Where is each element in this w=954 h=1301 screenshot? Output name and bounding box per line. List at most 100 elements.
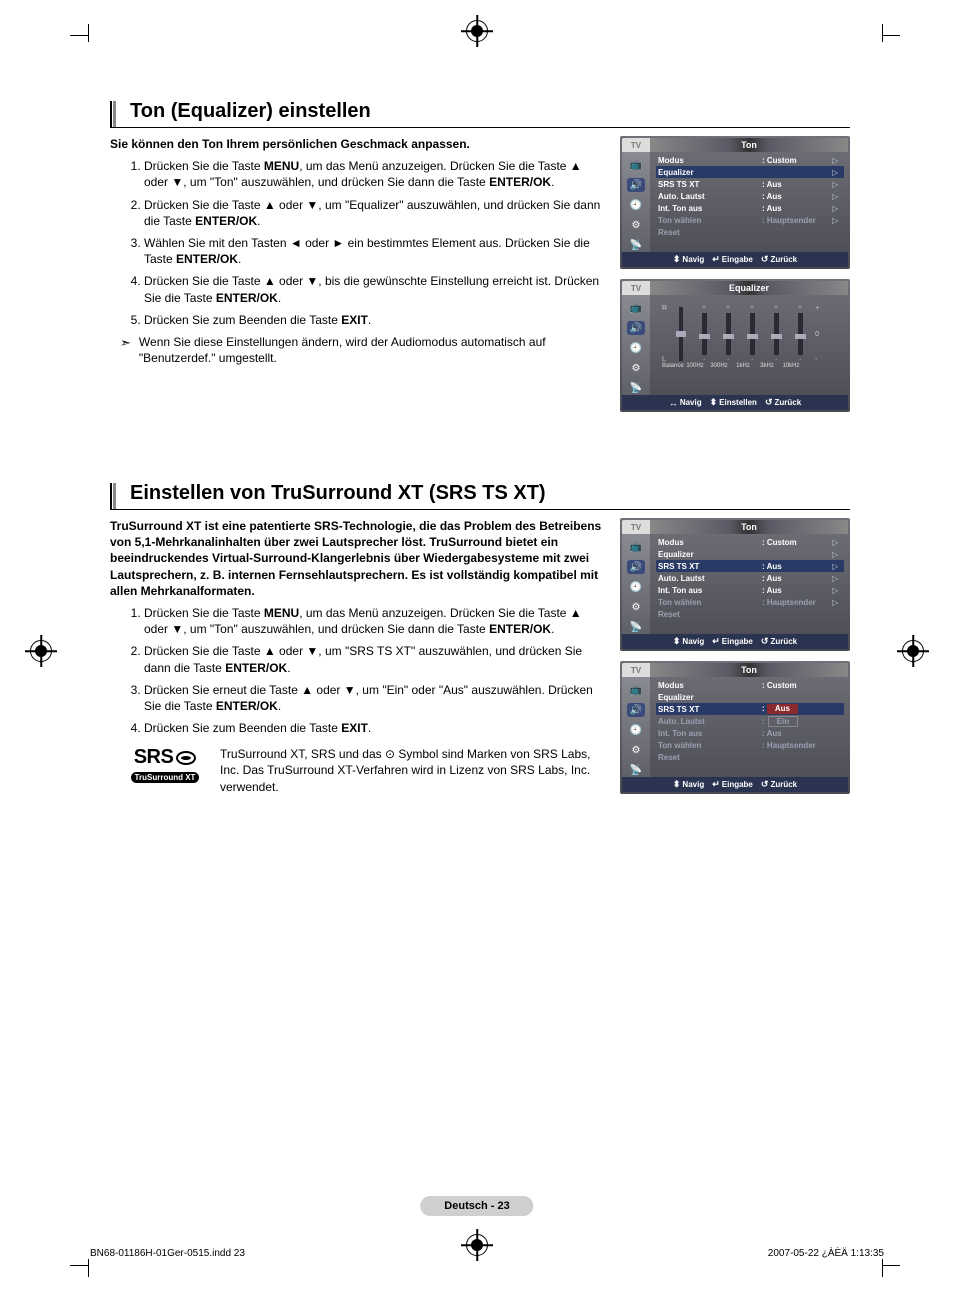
eq-plus-label: + bbox=[702, 305, 706, 311]
eq-minus-label: - bbox=[815, 356, 819, 363]
osd-row-label: Equalizer bbox=[658, 550, 762, 559]
osd-menu-row: Equalizer▷ bbox=[656, 166, 844, 178]
eq-slider: +- bbox=[765, 305, 787, 363]
osd-footer: ⬍Navig ↵Eingabe ↺Zurück bbox=[622, 252, 848, 267]
eq-plus-label: + bbox=[815, 305, 819, 312]
osd-sidebar-icon: 📡 bbox=[627, 620, 645, 634]
osd-menu-row: Reset bbox=[656, 608, 844, 620]
step-item: Drücken Sie die Taste MENU, um das Menü … bbox=[144, 158, 606, 190]
section-header-equalizer: Ton (Equalizer) einstellen bbox=[110, 100, 850, 128]
srs-pill-label: TruSurround XT bbox=[131, 772, 200, 783]
eq-slider bbox=[671, 305, 691, 363]
osd-row-value: : Hauptsender bbox=[762, 598, 832, 607]
enter-icon: ↵ bbox=[712, 636, 720, 647]
osd-row-arrow-icon: ▷ bbox=[832, 216, 842, 225]
srs-logo-text: SRS bbox=[134, 746, 174, 769]
slider-track bbox=[702, 313, 707, 355]
section-bar-icon bbox=[110, 101, 116, 127]
footer-eingabe: Eingabe bbox=[722, 255, 753, 264]
footer-navig: Navig bbox=[682, 255, 704, 264]
crop-mark bbox=[70, 1265, 88, 1266]
osd-footer: ⬍Navig ↵Eingabe ↺Zurück bbox=[622, 634, 848, 649]
step-item: Drücken Sie zum Beenden die Taste EXIT. bbox=[144, 312, 606, 328]
back-icon: ↺ bbox=[761, 779, 769, 790]
updown-icon: ⬍ bbox=[673, 254, 681, 265]
osd-menu-rows: Modus: Custom▷Equalizer▷SRS TS XT: Aus▷A… bbox=[650, 152, 848, 252]
osd-sidebar-icon: 🕘 bbox=[627, 580, 645, 594]
eq-zero-label: 0 bbox=[815, 331, 819, 338]
eq-slider: +- bbox=[693, 305, 715, 363]
osd-row-label: Modus bbox=[658, 156, 762, 165]
osd-column-2: TV Ton 📺🔊🕘⚙📡 Modus: Custom▷Equalizer▷SRS… bbox=[620, 518, 850, 804]
slider-thumb bbox=[771, 334, 782, 339]
footer-navig: Navig bbox=[680, 398, 702, 407]
slider-track bbox=[774, 313, 779, 355]
osd-row-label: Reset bbox=[658, 753, 762, 762]
osd-row-value: : Hauptsender bbox=[762, 741, 832, 750]
osd-row-value: : Custom bbox=[762, 538, 832, 547]
osd-title: Equalizer bbox=[650, 281, 848, 295]
osd-row-value: : Aus bbox=[762, 180, 832, 189]
osd-sidebar-icon: 🔊 bbox=[627, 703, 645, 717]
crop-mark bbox=[88, 1259, 89, 1277]
osd-ton-menu-srs: TV Ton 📺🔊🕘⚙📡 Modus: Custom▷Equalizer▷SRS… bbox=[620, 518, 850, 651]
osd-menu-row: Auto. Lautst: Aus▷ bbox=[656, 572, 844, 584]
osd-tv-label: TV bbox=[622, 520, 650, 534]
osd-title: Ton bbox=[650, 138, 848, 152]
osd-menu-row: Equalizer bbox=[656, 691, 844, 703]
osd-sidebar-icons: 📺🔊🕘⚙📡 bbox=[622, 152, 650, 252]
step-item: Drücken Sie zum Beenden die Taste EXIT. bbox=[144, 720, 606, 736]
step-item: Drücken Sie die Taste MENU, um das Menü … bbox=[144, 605, 606, 637]
eq-plus-label: + bbox=[726, 305, 730, 311]
eq-band-label: 3kHz bbox=[756, 363, 778, 369]
osd-row-label: Modus bbox=[658, 538, 762, 547]
osd-row-value: : Aus bbox=[762, 586, 832, 595]
osd-title: Ton bbox=[650, 520, 848, 534]
osd-footer: ⬍Navig ↵Eingabe ↺Zurück bbox=[622, 777, 848, 792]
osd-row-label: Ton wählen bbox=[658, 216, 762, 225]
eq-plus-label: + bbox=[750, 305, 754, 311]
footer-zuruck: Zurück bbox=[770, 637, 797, 646]
eq-band-label: 10kHz bbox=[780, 363, 802, 369]
osd-row-arrow-icon: ▷ bbox=[832, 156, 842, 165]
osd-title: Ton bbox=[650, 663, 848, 677]
srs-symbol-icon bbox=[176, 751, 196, 765]
osd-sidebar-icon: 📺 bbox=[627, 301, 645, 315]
eq-slider: +- bbox=[741, 305, 763, 363]
registration-mark-left bbox=[30, 640, 52, 667]
slider-thumb bbox=[723, 334, 734, 339]
eq-band-label: 100Hz bbox=[684, 363, 706, 369]
osd-menu-row: Reset bbox=[656, 751, 844, 763]
osd-menu-row: Reset bbox=[656, 226, 844, 238]
osd-menu-rows: Modus: CustomEqualizerSRS TS XT: AusAuto… bbox=[650, 677, 848, 777]
osd-sidebar-icon: 📺 bbox=[627, 683, 645, 697]
slider-thumb bbox=[795, 334, 806, 339]
slider-thumb bbox=[699, 334, 710, 339]
footer-zuruck: Zurück bbox=[775, 398, 802, 407]
srs-trademark-block: SRS TruSurround XT TruSurround XT, SRS u… bbox=[110, 746, 606, 795]
osd-sidebar-icon: 🔊 bbox=[627, 178, 645, 192]
osd-row-value: : Aus bbox=[762, 204, 832, 213]
step-item: Wählen Sie mit den Tasten ◄ oder ► ein b… bbox=[144, 235, 606, 267]
osd-sidebar-icon: 📡 bbox=[627, 381, 645, 395]
note-text: Wenn Sie diese Einstellungen ändern, wir… bbox=[139, 334, 606, 366]
osd-row-label: Ton wählen bbox=[658, 741, 762, 750]
osd-row-arrow-icon: ▷ bbox=[832, 562, 842, 571]
osd-option-selected: Aus bbox=[767, 704, 798, 714]
section-title: Ton (Equalizer) einstellen bbox=[130, 100, 371, 127]
crop-mark bbox=[882, 35, 900, 36]
osd-row-value: :Ein bbox=[762, 716, 832, 727]
osd-sidebar-icon: ⚙ bbox=[627, 361, 645, 375]
osd-row-value: : Aus bbox=[762, 192, 832, 201]
equalizer-band-labels: Balance100Hz300Hz1kHz3kHz10kHz bbox=[662, 363, 838, 369]
srs-trademark-text: TruSurround XT, SRS und das ⊙ Symbol sin… bbox=[220, 746, 606, 795]
steps-list: Drücken Sie die Taste MENU, um das Menü … bbox=[110, 605, 606, 736]
slider-track bbox=[726, 313, 731, 355]
osd-row-arrow-icon: ▷ bbox=[832, 168, 842, 177]
osd-menu-row: Ton wählen: Hauptsender▷ bbox=[656, 596, 844, 608]
intro-text: TruSurround XT ist eine patentierte SRS-… bbox=[110, 518, 606, 599]
registration-mark-top bbox=[466, 20, 488, 47]
eq-balance-labels: R L bbox=[662, 305, 667, 363]
footer-einstellen: Einstellen bbox=[719, 398, 757, 407]
osd-row-label: SRS TS XT bbox=[658, 705, 762, 714]
